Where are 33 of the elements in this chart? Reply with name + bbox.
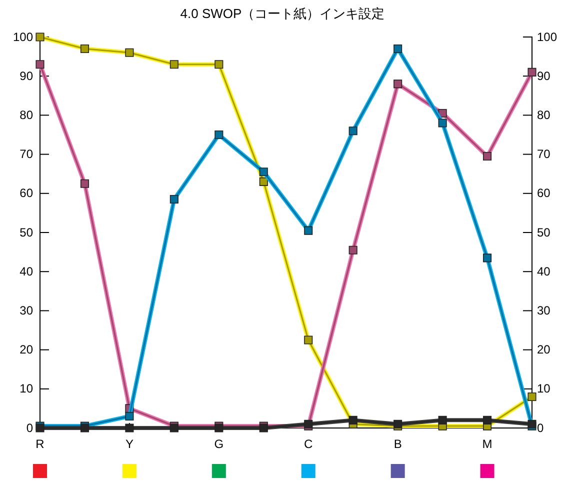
y-tick-label: 30 xyxy=(20,304,34,318)
y2-tick-label: 100 xyxy=(537,30,558,44)
x-tick-label: R xyxy=(36,437,45,451)
y2-tick-label: 60 xyxy=(537,186,551,200)
x-tick-label: C xyxy=(304,437,314,451)
y-tick-label: 60 xyxy=(20,186,34,200)
y2-tick-label: 80 xyxy=(537,108,551,122)
y-tick-label: 100 xyxy=(12,30,34,44)
y-tick-label: 10 xyxy=(20,382,34,396)
x-tick-label: Y xyxy=(125,437,134,451)
point xyxy=(483,416,492,424)
y-tick-label: 80 xyxy=(20,108,34,122)
point xyxy=(348,416,358,424)
y-tick-label: 20 xyxy=(20,342,34,357)
y2-tick-label: 40 xyxy=(537,264,551,278)
y2-tick-label: 10 xyxy=(537,382,551,396)
y-tick-label: 40 xyxy=(20,264,34,278)
y-tick-label: 70 xyxy=(20,147,34,162)
point xyxy=(125,424,134,432)
y-tick-label: 50 xyxy=(20,225,34,240)
y-tick-label: 0 xyxy=(26,420,34,435)
x-tick-label: B xyxy=(394,437,402,451)
y2-tick-label: 70 xyxy=(537,147,551,162)
y2-tick-label: 30 xyxy=(537,304,551,318)
y2-tick-label: 90 xyxy=(537,68,551,83)
x-tick-label: M xyxy=(482,437,492,451)
x-tick-label: G xyxy=(214,437,224,451)
chart-title: 4.0 SWOP（コート紙）インキ設定 xyxy=(180,6,385,21)
y-tick-label: 90 xyxy=(20,68,34,83)
y2-tick-label: 0 xyxy=(537,420,544,435)
point xyxy=(438,416,447,424)
y2-tick-label: 50 xyxy=(537,225,551,240)
y2-tick-label: 20 xyxy=(537,342,551,357)
